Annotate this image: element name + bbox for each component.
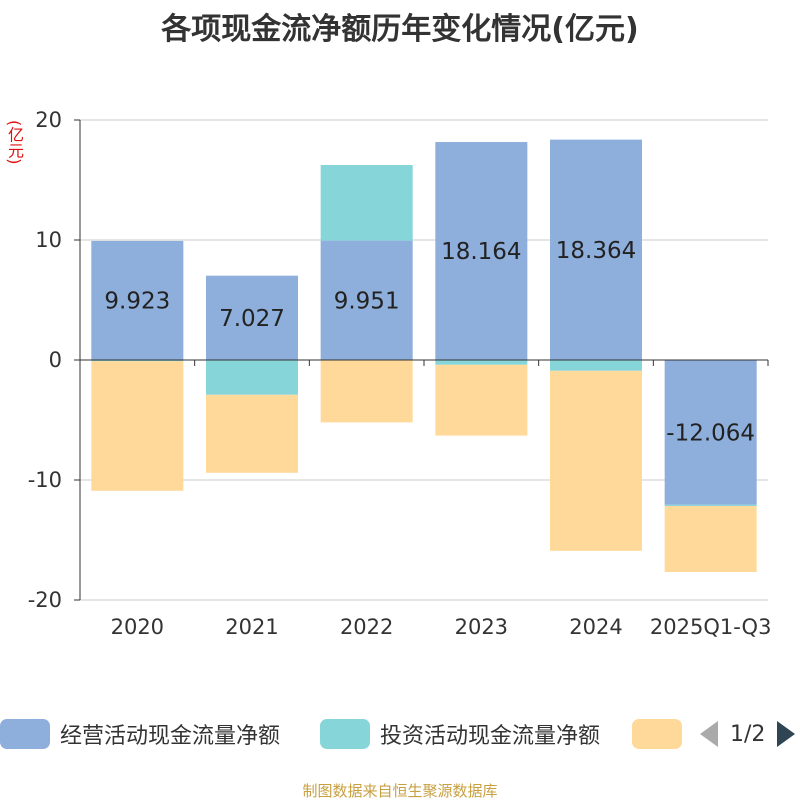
legend-page-indicator: 1/2	[730, 721, 766, 747]
legend-pager: 1/2	[700, 716, 796, 752]
data-label-2020: 9.923	[104, 288, 170, 314]
legend-item-operating[interactable]: 经营活动现金流量净额	[0, 716, 280, 752]
y-tick-label--20: -20	[28, 588, 62, 612]
y-tick-label-0: 0	[49, 348, 62, 372]
bar-series1-2022	[320, 164, 413, 241]
x-tick-label-2025Q1-Q3: 2025Q1-Q3	[650, 615, 772, 639]
legend-next-page-icon[interactable]	[777, 721, 796, 747]
x-tick-label-2021: 2021	[225, 615, 278, 639]
legend-item-investing[interactable]: 投资活动现金流量净额	[320, 716, 600, 752]
data-label-2023: 18.164	[441, 239, 521, 265]
bar-series1-2025Q1-Q3	[664, 504, 757, 506]
y-tick-label-10: 10	[35, 228, 62, 252]
legend-label-investing: 投资活动现金流量净额	[380, 724, 601, 749]
bar-series0-2023	[435, 142, 528, 360]
x-tick-label-2022: 2022	[340, 615, 393, 639]
legend-swatch-investing	[320, 719, 370, 749]
bar-series1-2023	[435, 360, 528, 365]
data-label-2021: 7.027	[219, 306, 285, 332]
y-tick-label-20: 20	[35, 108, 62, 132]
bar-series0-2020	[91, 240, 184, 360]
x-tick-label-2020: 2020	[111, 615, 164, 639]
source-note: 制图数据来自恒生聚源数据库	[302, 782, 498, 800]
legend-swatch-operating	[0, 719, 50, 749]
legend-swatch-financing	[632, 719, 682, 749]
x-tick-label-2024: 2024	[569, 615, 622, 639]
bar-series2-2020	[91, 361, 184, 491]
x-tick-label-2023: 2023	[455, 615, 508, 639]
y-tick-label--10: -10	[28, 468, 62, 492]
bar-series2-2022	[320, 360, 413, 423]
legend: 经营活动现金流量净额 投资活动现金流量净额 1/2	[0, 716, 800, 752]
bar-series1-2024	[550, 360, 642, 371]
legend-item-financing[interactable]	[632, 716, 692, 752]
bar-series1-2020	[91, 360, 184, 362]
bar-series2-2023	[435, 364, 528, 436]
legend-prev-page-icon[interactable]	[700, 721, 718, 747]
data-label-2022: 9.951	[334, 288, 400, 314]
bar-series0-2021	[206, 275, 298, 360]
chart-title: 各项现金流净额历年变化情况(亿元)	[161, 12, 639, 47]
y-axis-unit-label: (亿元)	[5, 120, 24, 165]
bar-series0-2022	[320, 240, 413, 360]
bar-series0-2025Q1-Q3	[664, 360, 757, 505]
bar-series1-2021	[206, 360, 298, 395]
bar-series2-2021	[206, 394, 298, 473]
data-label-2025Q1-Q3: -12.064	[666, 420, 755, 446]
legend-label-operating: 经营活动现金流量净额	[60, 724, 281, 749]
bar-series0-2024	[550, 139, 642, 360]
data-label-2024: 18.364	[556, 238, 636, 264]
bar-series2-2025Q1-Q3	[664, 505, 757, 572]
bar-series2-2024	[550, 370, 642, 551]
